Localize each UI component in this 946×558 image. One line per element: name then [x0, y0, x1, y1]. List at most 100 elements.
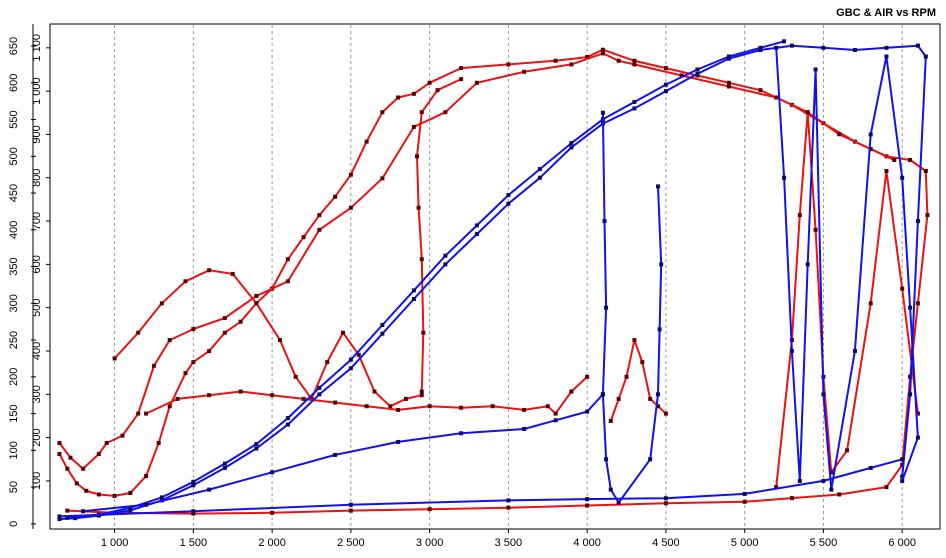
data-point	[663, 66, 668, 71]
data-point	[915, 435, 920, 440]
data-point	[789, 348, 794, 353]
data-point	[112, 356, 117, 361]
series-12	[81, 392, 605, 514]
data-point	[57, 440, 62, 445]
data-point	[758, 45, 763, 50]
data-point	[656, 392, 661, 397]
data-point	[797, 213, 802, 218]
y-right-tick-label: 1 000	[31, 77, 43, 105]
y-left-tick-label: 350	[8, 257, 20, 275]
data-point	[340, 330, 345, 335]
data-point	[663, 89, 668, 94]
data-point	[585, 503, 590, 508]
data-point	[537, 175, 542, 180]
y-left-tick-label: 100	[8, 441, 20, 459]
data-point	[419, 257, 424, 262]
data-point	[459, 66, 464, 71]
y-left-tick-label: 50	[8, 481, 20, 493]
x-tick-label: 4 000	[573, 537, 601, 549]
data-point	[837, 492, 842, 497]
data-point	[829, 487, 834, 492]
data-point	[624, 374, 629, 379]
data-point	[522, 69, 527, 74]
data-point	[569, 389, 574, 394]
data-point	[821, 392, 826, 397]
data-point	[380, 323, 385, 328]
data-point	[663, 496, 668, 501]
data-point	[600, 110, 605, 115]
data-point	[813, 227, 818, 232]
y-left-tick-label: 500	[8, 147, 20, 165]
data-point	[285, 416, 290, 421]
data-point	[789, 496, 794, 501]
y-right-tick-label: 700	[31, 212, 43, 230]
data-point	[656, 184, 661, 189]
data-point	[372, 389, 377, 394]
y-left-tick-label: 550	[8, 110, 20, 128]
data-point	[191, 509, 196, 514]
data-point	[419, 389, 424, 394]
data-point	[419, 110, 424, 115]
data-point	[81, 466, 86, 471]
data-point	[604, 305, 609, 310]
y-right-tick-label: 100	[31, 472, 43, 490]
data-point	[679, 73, 684, 78]
y-right-tick-label: 600	[31, 255, 43, 273]
data-point	[506, 193, 511, 198]
data-point	[789, 43, 794, 48]
data-point	[659, 262, 664, 267]
data-point	[758, 47, 763, 52]
series-1	[57, 47, 930, 516]
data-point	[884, 54, 889, 59]
data-point	[68, 455, 73, 460]
data-point	[868, 146, 873, 151]
data-point	[805, 110, 810, 115]
data-point	[657, 327, 662, 332]
data-point	[411, 91, 416, 96]
data-point	[632, 99, 637, 104]
x-tick-label: 1 000	[101, 537, 129, 549]
data-point	[585, 497, 590, 502]
data-point	[537, 167, 542, 172]
data-point	[238, 319, 243, 324]
series-4	[415, 77, 464, 394]
data-point	[270, 470, 275, 475]
data-point	[159, 495, 164, 500]
data-point	[553, 58, 558, 63]
data-point	[333, 452, 338, 457]
data-point	[167, 338, 172, 343]
x-tick-label: 2 000	[258, 537, 286, 549]
data-point	[908, 157, 913, 162]
data-point	[396, 439, 401, 444]
data-point	[159, 301, 164, 306]
data-point	[81, 509, 86, 514]
data-point	[348, 205, 353, 210]
data-point	[207, 268, 212, 273]
data-point	[191, 360, 196, 365]
data-point	[884, 45, 889, 50]
data-point	[632, 338, 637, 343]
y-left-tick-label: 650	[8, 37, 20, 55]
y-right-tick-label: 500	[31, 299, 43, 317]
data-point	[57, 517, 62, 522]
series-13	[57, 457, 905, 519]
data-point	[144, 411, 149, 416]
data-point	[128, 508, 133, 513]
data-point	[317, 385, 322, 390]
data-point	[648, 396, 653, 401]
data-point	[277, 338, 282, 343]
data-point	[726, 56, 731, 61]
data-point	[604, 457, 609, 462]
data-point	[380, 110, 385, 115]
data-point	[663, 501, 668, 506]
data-point	[459, 77, 464, 82]
y-right-tick-label: 800	[31, 169, 43, 187]
data-point	[522, 426, 527, 431]
data-point	[474, 223, 479, 228]
data-point	[837, 132, 842, 137]
y-axis-left: 0 50 100 150 200 250 300 350 400 450 500 550 600 650	[8, 24, 36, 529]
data-point	[144, 502, 149, 507]
data-point	[506, 498, 511, 503]
data-point	[663, 411, 668, 416]
